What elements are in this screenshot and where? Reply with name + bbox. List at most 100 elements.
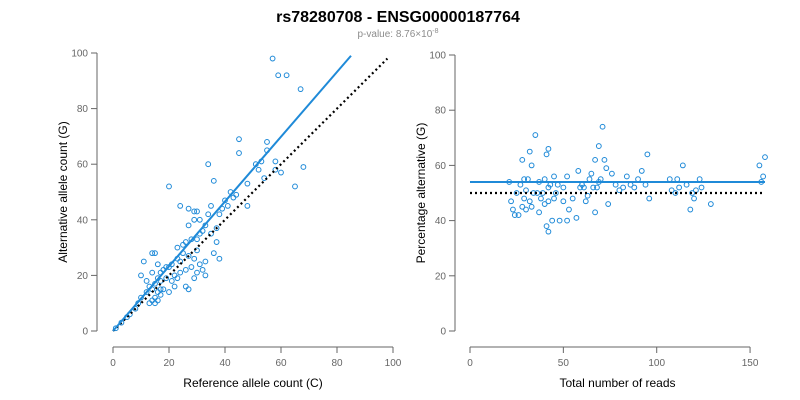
right-data-point-67 (612, 181, 619, 188)
chart-title: rs78280708 - ENSG00000187764 (276, 9, 520, 26)
right-data-point-16 (528, 203, 535, 210)
left-data-point-76 (208, 203, 214, 209)
left-data-point-7 (138, 272, 144, 279)
right-data-point-11 (523, 206, 529, 213)
right-x-tick-label-0: 0 (467, 358, 473, 369)
right-data-point-6 (517, 181, 524, 188)
left-data-point-39 (171, 272, 178, 279)
right-data-point-45 (569, 195, 576, 202)
left-data-point-24 (154, 261, 161, 268)
left-data-point-79 (213, 239, 220, 245)
left-data-point-15 (149, 269, 156, 276)
right-data-point-23 (538, 195, 544, 202)
left-data-point-22 (154, 289, 161, 295)
p-value-subtitle: p-value: 8.76×10-8 (357, 28, 438, 40)
right-data-point-1 (508, 198, 514, 205)
left-data-point-80 (213, 225, 220, 232)
right-data-point-41 (560, 198, 567, 205)
left-data-point-53 (185, 222, 192, 229)
left-data-point-29 (160, 286, 167, 293)
left-data-point-33 (166, 289, 172, 295)
left-data-point-38 (171, 283, 178, 290)
right-data-point-7 (519, 203, 526, 210)
right-data-point-69 (620, 184, 627, 191)
left-y-tick-label-3: 60 (77, 160, 89, 171)
right-data-point-78 (666, 176, 673, 183)
right-data-point-50 (580, 184, 587, 191)
left-y-tick-label-0: 0 (82, 327, 88, 338)
left-data-point-62 (194, 247, 200, 254)
right-data-point-77 (646, 195, 653, 202)
left-x-tick-label-1: 20 (163, 358, 175, 369)
p-value-exponent: -8 (432, 28, 438, 35)
right-data-point-52 (584, 192, 591, 199)
right-data-point-72 (631, 184, 638, 191)
right-data-point-65 (605, 201, 612, 207)
left-data-point-16 (149, 250, 156, 257)
left-data-point-102 (275, 72, 282, 79)
left-x-tick-label-5: 100 (385, 358, 402, 369)
right-data-point-83 (679, 162, 686, 169)
left-data-point-57 (191, 275, 198, 282)
left-data-point-17 (152, 300, 158, 307)
right-data-point-25 (541, 201, 548, 207)
right-data-point-58 (594, 184, 600, 191)
right-data-point-44 (566, 206, 572, 213)
left-data-point-55 (188, 264, 195, 270)
left-x-axis-label: Reference allele count (C) (183, 376, 322, 390)
right-data-point-2 (510, 206, 516, 213)
right-data-point-38 (554, 181, 561, 188)
right-data-point-68 (616, 187, 623, 194)
right-data-point-89 (696, 176, 703, 183)
left-data-point-61 (194, 269, 200, 276)
left-data-point-9 (143, 289, 150, 295)
right-data-point-80 (672, 190, 679, 196)
left-data-point-63 (194, 236, 200, 243)
left-data-point-65 (196, 261, 203, 268)
right-y-tick-label-4: 80 (435, 106, 447, 117)
right-data-point-47 (575, 168, 582, 174)
left-data-point-87 (230, 194, 237, 201)
left-data-point-94 (255, 166, 262, 173)
left-data-point-103 (278, 169, 284, 176)
left-data-point-0 (112, 325, 119, 332)
left-data-point-73 (205, 211, 212, 218)
right-data-point-55 (590, 184, 597, 191)
left-scatter-panel: 0 20 40 60 80 100 0 20 40 60 80 100 Reference allele… (56, 49, 402, 391)
right-data-point-20 (534, 190, 541, 196)
right-data-point-53 (586, 176, 593, 183)
right-data-point-64 (603, 165, 610, 172)
right-y-tick-label-0: 0 (440, 327, 446, 338)
right-data-point-54 (588, 170, 595, 177)
left-y-tick-label-1: 20 (77, 271, 89, 282)
right-y-tick-label-5: 100 (429, 51, 446, 62)
right-data-point-74 (638, 168, 645, 174)
left-data-point-99 (269, 55, 276, 62)
right-data-point-70 (623, 173, 630, 180)
right-y-tick-label-3: 60 (435, 161, 447, 172)
right-data-point-63 (601, 156, 608, 163)
right-data-point-85 (687, 206, 694, 213)
right-x-tick-label-1: 50 (558, 358, 570, 369)
right-data-point-42 (564, 217, 570, 224)
p-value-text: p-value: 8.76×10 (357, 29, 432, 40)
left-data-point-88 (233, 191, 240, 198)
left-y-tick-label-5: 100 (71, 49, 88, 60)
left-data-point-75 (208, 230, 214, 237)
right-x-tick-label-3: 150 (742, 358, 759, 369)
right-data-point-29 (545, 228, 552, 235)
right-data-point-56 (592, 156, 598, 163)
left-data-point-92 (244, 203, 251, 209)
left-data-point-67 (196, 216, 203, 223)
left-data-point-71 (202, 258, 209, 265)
right-data-point-39 (556, 217, 563, 224)
left-data-point-25 (157, 291, 164, 298)
right-y-tick-label-1: 20 (435, 271, 447, 282)
right-data-point-90 (698, 184, 705, 191)
left-data-point-36 (168, 278, 175, 284)
right-data-point-94 (760, 173, 767, 180)
right-data-point-59 (595, 143, 602, 149)
right-data-point-19 (532, 132, 539, 138)
left-data-point-35 (166, 183, 172, 190)
